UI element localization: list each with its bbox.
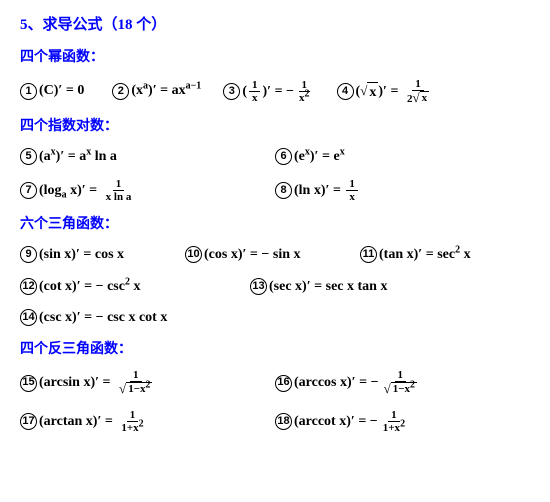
- num-4: 4: [337, 83, 354, 100]
- section-power: 四个幂函数：: [20, 48, 530, 68]
- main-title: 5、求导公式（18 个）: [20, 15, 530, 36]
- section-explog: 四个指数对数：: [20, 117, 530, 137]
- num-15: 15: [20, 375, 37, 392]
- num-10: 10: [185, 246, 202, 263]
- num-7: 7: [20, 182, 37, 199]
- formula-8: (ln x)′ = 1x: [294, 178, 360, 203]
- num-17: 17: [20, 413, 37, 430]
- num-3: 3: [223, 83, 240, 100]
- formula-7: (loga x)′ = 1x ln a: [39, 178, 136, 203]
- section-trig: 六个三角函数：: [20, 215, 530, 235]
- num-6: 6: [275, 148, 292, 165]
- row-explog-1: 5 (ax)′ = ax ln a 6 (ex)′ = ex: [20, 147, 530, 167]
- formula-18: (arccot x)′ = −11+x2: [294, 409, 410, 434]
- num-18: 18: [275, 413, 292, 430]
- formula-2: (xa)′ = axa−1: [131, 81, 201, 101]
- num-1: 1: [20, 83, 37, 100]
- formula-12: (cot x)′ = − csc2 x: [39, 277, 140, 297]
- row-trig-1: 9 (sin x)′ = cos x 10 (cos x)′ = − sin x…: [20, 245, 530, 265]
- formula-14: (csc x)′ = − csc x cot x: [39, 308, 167, 328]
- num-11: 11: [360, 246, 377, 263]
- formula-13: (sec x)′ = sec x tan x: [269, 277, 387, 297]
- section-invtrig: 四个反三角函数：: [20, 340, 530, 360]
- formula-1: (C)′ = 0: [39, 81, 84, 101]
- row-invtrig-1: 15 (arcsin x)′ = 1√1−x2 16 (arccos x)′ =…: [20, 369, 530, 396]
- formula-11: (tan x)′ = sec2 x: [379, 245, 471, 265]
- formula-16: (arccos x)′ = −1√1−x2: [294, 369, 422, 396]
- formula-10: (cos x)′ = − sin x: [204, 245, 301, 265]
- row-invtrig-2: 17 (arctan x)′ = 11+x2 18 (arccot x)′ = …: [20, 409, 530, 434]
- num-5: 5: [20, 148, 37, 165]
- formula-6: (ex)′ = ex: [294, 147, 345, 167]
- row-trig-3: 14 (csc x)′ = − csc x cot x: [20, 308, 530, 328]
- formula-17: (arctan x)′ = 11+x2: [39, 409, 149, 434]
- formula-5: (ax)′ = ax ln a: [39, 147, 117, 167]
- formula-15: (arcsin x)′ = 1√1−x2: [39, 369, 157, 396]
- num-14: 14: [20, 309, 37, 326]
- num-12: 12: [20, 278, 37, 295]
- formula-4: (√x)′ = 12√x: [356, 78, 435, 105]
- formula-3: (1x)′ = −1x2: [242, 79, 314, 104]
- row-trig-2: 12 (cot x)′ = − csc2 x 13 (sec x)′ = sec…: [20, 277, 530, 297]
- num-16: 16: [275, 375, 292, 392]
- num-8: 8: [275, 182, 292, 199]
- row-explog-2: 7 (loga x)′ = 1x ln a 8 (ln x)′ = 1x: [20, 178, 530, 203]
- formula-9: (sin x)′ = cos x: [39, 245, 124, 265]
- num-2: 2: [112, 83, 129, 100]
- row-power: 1 (C)′ = 0 2 (xa)′ = axa−1 3 (1x)′ = −1x…: [20, 78, 530, 105]
- num-9: 9: [20, 246, 37, 263]
- num-13: 13: [250, 278, 267, 295]
